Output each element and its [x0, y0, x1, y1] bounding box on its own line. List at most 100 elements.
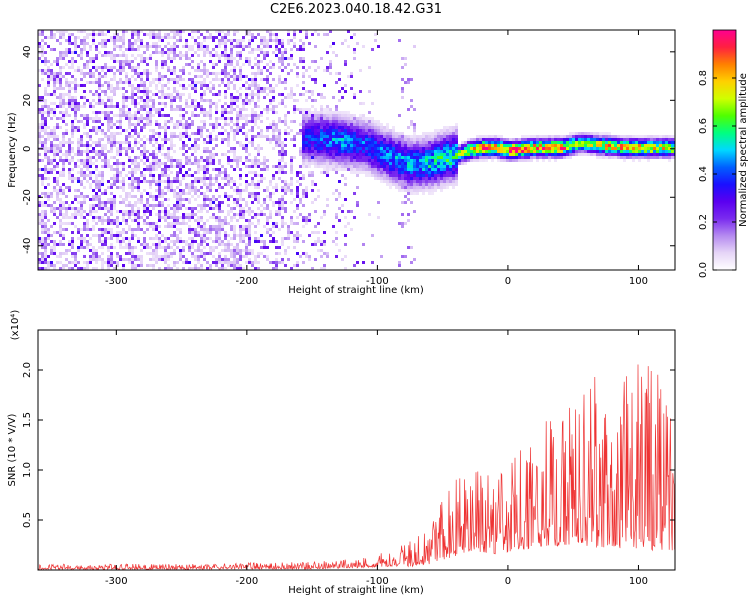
spectrogram-cell [266, 207, 269, 210]
spectrogram-cell [110, 123, 113, 126]
spectrogram-cell [287, 30, 290, 33]
spectrogram-cell [254, 231, 257, 234]
spectrogram-cell [272, 177, 275, 180]
spectrogram-cell [371, 174, 374, 177]
spectrogram-cell [341, 144, 344, 147]
spectrogram-cell [440, 180, 443, 183]
spectrogram-cell [143, 90, 146, 93]
spectrogram-cell [260, 252, 263, 255]
spectrogram-cell [329, 153, 332, 156]
spectrogram-cell [74, 96, 77, 99]
spectrogram-cell [284, 192, 287, 195]
spectrogram-cell [326, 105, 329, 108]
spectrogram-cell [77, 210, 80, 213]
spectrogram-cell [92, 42, 95, 45]
spectrogram-cell [416, 186, 419, 189]
spectrogram-cell [143, 141, 146, 144]
spectrogram-cell [413, 144, 416, 147]
spectrogram-cell [419, 144, 422, 147]
spectrogram-cell [215, 168, 218, 171]
spectrogram-cell [380, 174, 383, 177]
spectrogram-cell [212, 249, 215, 252]
spectrogram-cell [59, 174, 62, 177]
spectrogram-cell [338, 141, 341, 144]
spectrogram-cell [407, 198, 410, 201]
spectrogram-cell [182, 267, 185, 270]
spectrogram-cell [44, 261, 47, 264]
spectrogram-cell [71, 99, 74, 102]
spectrogram-cell [44, 252, 47, 255]
spectrogram-cell [257, 147, 260, 150]
spectrogram-cell [62, 189, 65, 192]
spectrogram-cell [50, 246, 53, 249]
spectrogram-cell [329, 159, 332, 162]
spectrogram-cell [161, 201, 164, 204]
spectrogram-cell [209, 246, 212, 249]
spectrogram-cell [170, 234, 173, 237]
spectrogram-cell [257, 267, 260, 270]
spectrogram-cell [275, 186, 278, 189]
spectrogram-cell [440, 153, 443, 156]
spectrogram-cell [287, 231, 290, 234]
spectrogram-cell [266, 81, 269, 84]
spectrogram-cell [338, 144, 341, 147]
spectrogram-cell [44, 171, 47, 174]
spectrogram-cell [149, 237, 152, 240]
spectrogram-cell [131, 99, 134, 102]
spectrogram-cell [119, 201, 122, 204]
spectrogram-cell [422, 156, 425, 159]
spectrogram-cell [359, 165, 362, 168]
spectrogram-cell [206, 51, 209, 54]
spectrogram-cell [197, 75, 200, 78]
spectrogram-cell [329, 165, 332, 168]
spectrogram-cell [89, 258, 92, 261]
spectrogram-cell [278, 171, 281, 174]
spectrogram-cell [71, 63, 74, 66]
spectrogram-cell [53, 102, 56, 105]
spectrogram-cell [209, 102, 212, 105]
spectrogram-cell [296, 264, 299, 267]
spectrogram-cell [284, 96, 287, 99]
spectrogram-cell [83, 96, 86, 99]
spectrogram-cell [176, 39, 179, 42]
spectrogram-cell [185, 243, 188, 246]
spectrogram-cell [200, 135, 203, 138]
spectrogram-cell [68, 222, 71, 225]
spectrogram-cell [179, 222, 182, 225]
spectrogram-cell [224, 219, 227, 222]
spectrogram-cell [305, 123, 308, 126]
spectrogram-cell [149, 162, 152, 165]
spectrogram-cell [395, 165, 398, 168]
spectrogram-cell [227, 159, 230, 162]
spectrogram-cell [422, 177, 425, 180]
spectrogram-cell [62, 228, 65, 231]
spectrogram-cell [197, 63, 200, 66]
spectrogram-cell [122, 258, 125, 261]
spectrogram-cell [263, 198, 266, 201]
spectrogram-cell [104, 165, 107, 168]
spectrogram-cell [59, 210, 62, 213]
spectrogram-cell [233, 201, 236, 204]
spectrogram-cell [44, 105, 47, 108]
spectrogram-cell [194, 264, 197, 267]
spectrogram-cell [362, 129, 365, 132]
spectrogram-cell [179, 108, 182, 111]
spectrogram-cell [137, 177, 140, 180]
spectrogram-cell [386, 126, 389, 129]
spectrogram-cell [245, 75, 248, 78]
spectrogram-cell [173, 126, 176, 129]
spectrogram-cell [221, 228, 224, 231]
spectrogram-cell [266, 105, 269, 108]
spectrogram-cell [74, 108, 77, 111]
spectrogram-cell [95, 198, 98, 201]
spectrogram-cell [221, 171, 224, 174]
spectrogram-cell [197, 126, 200, 129]
spectrogram-cell [242, 213, 245, 216]
spectrogram-cell [236, 63, 239, 66]
spectrogram-cell [458, 144, 461, 147]
spectrogram-cell [356, 144, 359, 147]
spectrogram-cell [200, 252, 203, 255]
spectrogram-cell [206, 135, 209, 138]
spectrogram-cell [302, 111, 305, 114]
spectrogram-cell [143, 69, 146, 72]
